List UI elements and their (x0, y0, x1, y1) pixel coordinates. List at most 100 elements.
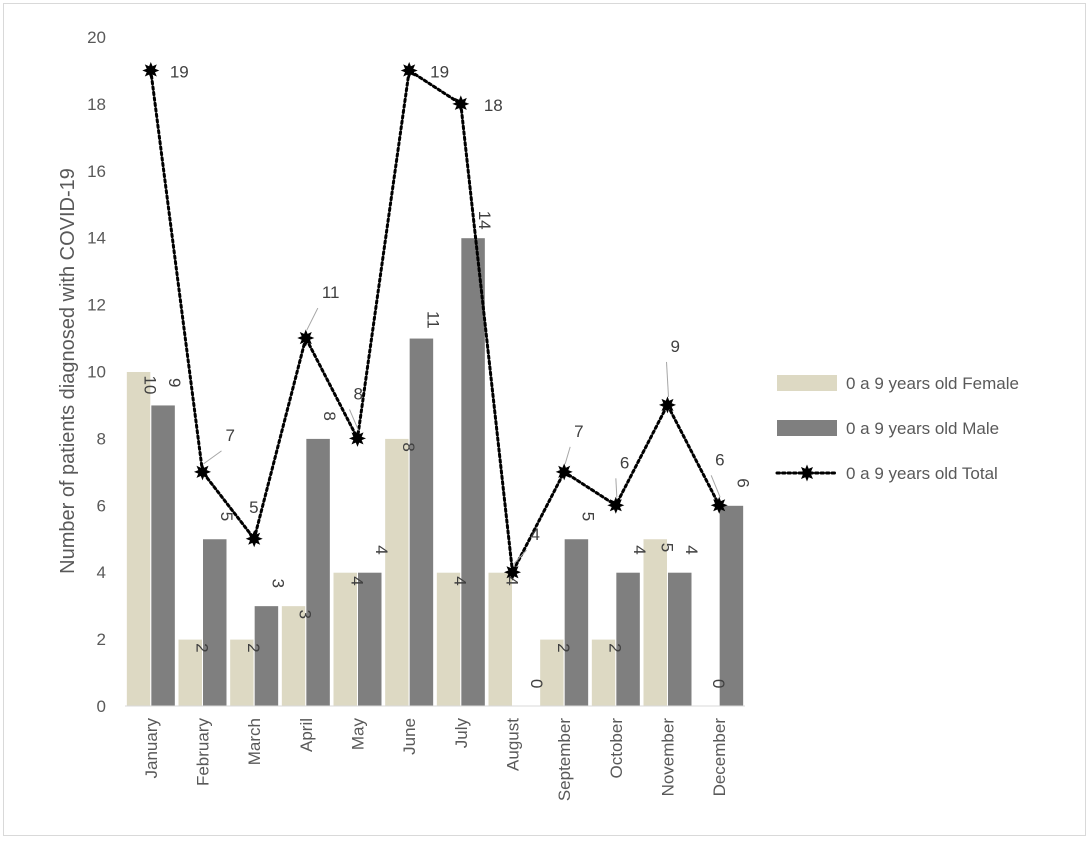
total-data-label: 11 (322, 283, 340, 302)
total-data-label: 19 (170, 62, 189, 81)
chart: Number of patients diagnosed with COVID-… (57, 28, 1019, 802)
total-marker (555, 463, 573, 481)
x-tick-label: March (245, 718, 264, 765)
bar-data-label: 8 (320, 411, 339, 420)
total-leader-line (349, 409, 359, 431)
bar-data-label: 5 (217, 512, 236, 521)
total-data-label: 9 (671, 337, 680, 356)
bar (642, 538, 668, 707)
y-tick-label: 4 (97, 563, 106, 582)
bar-data-label: 4 (451, 576, 470, 585)
bar (280, 605, 307, 707)
x-tick-label: October (607, 718, 626, 779)
bar (150, 404, 176, 707)
x-tick-label: July (452, 718, 471, 749)
total-data-label: 19 (430, 62, 449, 81)
y-tick-label: 10 (87, 363, 106, 382)
total-leader-line (615, 478, 618, 498)
y-tick-label: 18 (87, 95, 106, 114)
bar (408, 337, 435, 707)
x-tick-label: August (504, 718, 523, 771)
x-axis-categories: January February March April May June July Augu… (142, 718, 729, 802)
chart-frame: Number of patients diagnosed with COVID-… (3, 3, 1086, 836)
x-tick-label: September (555, 718, 574, 801)
total-data-label: 8 (354, 384, 363, 403)
y-axis-ticks: 0 2 4 6 8 10 12 14 16 18 20 (87, 28, 106, 716)
y-tick-label: 20 (87, 28, 106, 47)
y-tick-label: 6 (97, 496, 106, 515)
y-tick-label: 12 (87, 296, 106, 315)
bar (332, 571, 358, 707)
total-data-label: 7 (226, 426, 235, 445)
total-data-label: 6 (715, 450, 724, 469)
bar (202, 538, 228, 707)
bar (487, 571, 513, 707)
total-marker (452, 95, 470, 113)
total-marker (504, 563, 521, 581)
bar (177, 638, 203, 707)
bar-data-label: 6 (733, 478, 752, 487)
x-tick-label: February (194, 718, 213, 787)
bar (125, 371, 152, 707)
y-tick-label: 2 (97, 630, 106, 649)
total-marker (142, 62, 160, 79)
total-leader-line (513, 549, 527, 565)
total-line-path (149, 67, 721, 578)
bar (435, 571, 462, 707)
x-tick-label: December (710, 718, 729, 797)
total-leader-line (306, 307, 319, 331)
total-data-label: 5 (249, 498, 258, 517)
bar (229, 638, 255, 707)
bars (125, 237, 745, 707)
total-leader-line (203, 450, 222, 465)
y-tick-label: 8 (97, 429, 106, 448)
total-data-label: 18 (484, 96, 503, 115)
total-marker (400, 62, 418, 79)
x-tick-label: November (659, 718, 678, 797)
bar-data-label: 3 (268, 579, 287, 588)
bar-data-label: 5 (657, 543, 676, 552)
bar-data-label: 2 (244, 643, 263, 652)
bar-data-label: 2 (554, 643, 573, 652)
total-data-label: 6 (620, 453, 629, 472)
bar-data-label: 5 (578, 512, 597, 521)
x-tick-label: May (349, 718, 368, 751)
legend-label: 0 a 9 years old Male (846, 419, 999, 438)
total-data-label: 4 (531, 525, 540, 544)
bar (615, 571, 641, 707)
total-leader-line (710, 475, 721, 498)
total-marker (349, 429, 366, 447)
total-leader-line (666, 361, 669, 397)
legend-swatch (777, 375, 837, 391)
legend-label: 0 a 9 years old Female (846, 374, 1019, 393)
x-tick-label: April (297, 718, 316, 752)
x-tick-label: June (400, 718, 419, 755)
y-tick-label: 14 (87, 229, 106, 248)
bar-data-label: 9 (165, 378, 184, 387)
total-marker (710, 496, 728, 514)
total-marker (659, 396, 676, 414)
bar-data-label: 4 (347, 576, 366, 585)
y-axis-label: Number of patients diagnosed with COVID-… (57, 168, 79, 574)
bar-data-label: 4 (502, 576, 521, 585)
bar-data-label: 0 (709, 679, 728, 688)
bar (357, 571, 383, 707)
legend-swatch (777, 420, 837, 436)
total-data-label: 7 (574, 422, 583, 441)
total-line (142, 62, 728, 581)
bar-data-label: 4 (682, 545, 701, 554)
bar (253, 605, 280, 707)
bar-data-label: 2 (606, 643, 625, 652)
legend: 0 a 9 years old Female 0 a 9 years old Ma… (775, 374, 1019, 483)
total-leader-line (564, 446, 571, 464)
total-marker (607, 496, 625, 514)
bar-data-label: 3 (296, 610, 315, 619)
bar-data-label: 2 (192, 643, 211, 652)
x-tick-label: January (142, 718, 161, 779)
total-marker (245, 530, 263, 548)
bar (460, 237, 486, 707)
bar-data-label: 11 (423, 311, 442, 329)
bar-data-label: 14 (475, 211, 494, 230)
legend-label: 0 a 9 years old Total (846, 464, 998, 483)
